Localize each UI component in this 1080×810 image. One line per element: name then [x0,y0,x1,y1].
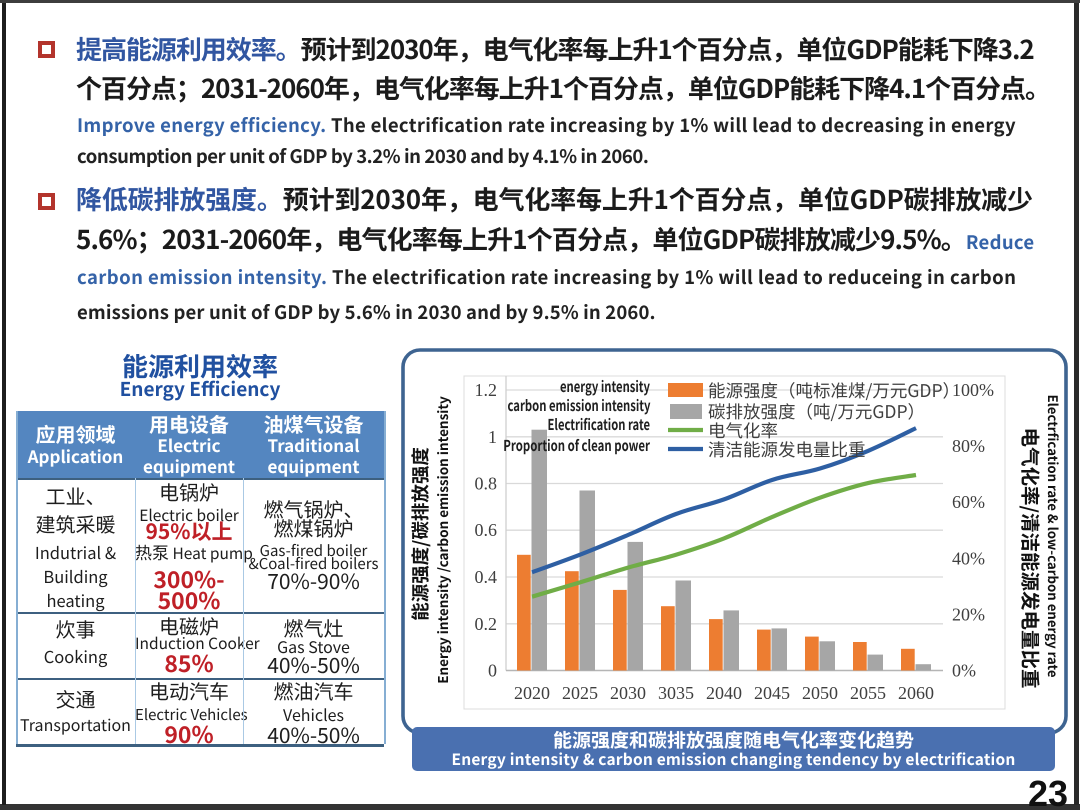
svg-text:能源强度（吨标准煤/万元GDP）: 能源强度（吨标准煤/万元GDP） [708,378,960,403]
svg-text:20%: 20% [952,604,985,624]
svg-text:carbon emission intensity: carbon emission intensity [508,395,651,416]
svg-text:2030: 2030 [610,683,646,703]
svg-text:3035: 3035 [658,683,694,703]
svg-text:碳排放强度（吨/万元GDP）: 碳排放强度（吨/万元GDP） [708,399,925,424]
svg-text:2025: 2025 [562,683,598,703]
svg-text:1: 1 [488,427,497,447]
svg-text:Proportion of clean power: Proportion of clean power [503,435,650,456]
svg-text:Energy intensity /carbon emiss: Energy intensity /carbon emission intens… [432,396,452,684]
svg-text:Electrfication rate & low-carb: Electrfication rate & low-carbon energy … [1044,395,1063,678]
svg-text:energy intensity: energy intensity [560,376,650,397]
svg-text:100%: 100% [952,380,994,400]
svg-text:0.6: 0.6 [475,520,498,540]
svg-text:清洁能源发电量比重: 清洁能源发电量比重 [708,437,866,462]
svg-text:0%: 0% [952,661,976,681]
svg-text:2060: 2060 [898,683,934,703]
svg-text:0.8: 0.8 [475,474,498,494]
svg-text:2045: 2045 [754,683,790,703]
svg-text:40%: 40% [952,548,985,568]
svg-text:0: 0 [488,661,497,681]
svg-text:0.2: 0.2 [475,614,498,634]
svg-text:Electrification rate: Electrification rate [548,414,651,435]
svg-text:0.4: 0.4 [475,567,498,587]
svg-text:能源强度/碳排放强度: 能源强度/碳排放强度 [407,447,433,621]
svg-text:2040: 2040 [706,683,742,703]
svg-text:2050: 2050 [802,683,838,703]
svg-text:80%: 80% [952,436,985,456]
svg-text:电气化率/清洁能源发电量比重: 电气化率/清洁能源发电量比重 [1017,427,1046,688]
svg-text:2055: 2055 [850,683,886,703]
svg-text:2020: 2020 [514,683,550,703]
svg-text:1.2: 1.2 [475,380,498,400]
svg-text:60%: 60% [952,492,985,512]
svg-text:电气化率: 电气化率 [708,418,778,443]
